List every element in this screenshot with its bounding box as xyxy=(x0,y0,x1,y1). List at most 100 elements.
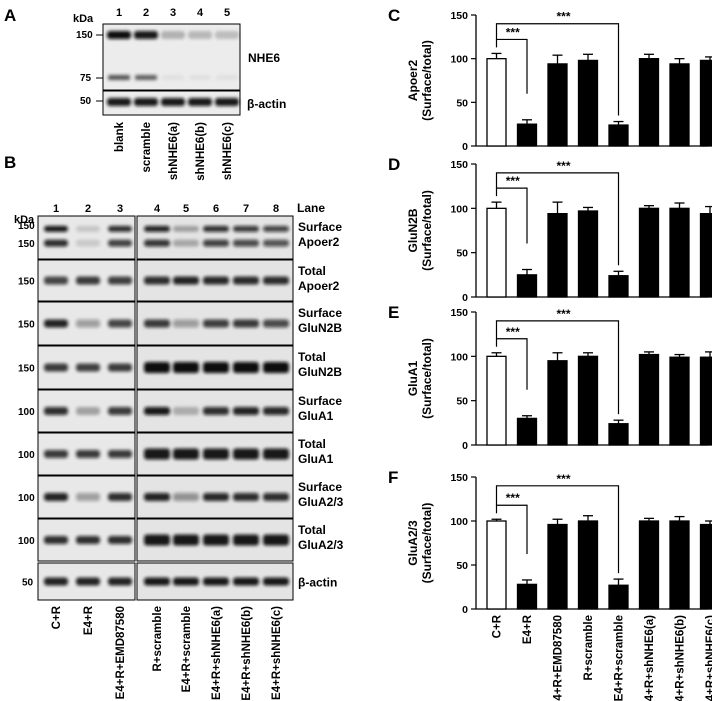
panel-b-row-label: GluA2/3 xyxy=(298,538,344,552)
panel-b-mw: 150 xyxy=(18,364,35,375)
nhe6-band xyxy=(215,31,239,39)
panel-b-mw: 50 xyxy=(22,578,34,589)
bar xyxy=(486,355,507,446)
nhe6-low-band xyxy=(162,75,184,80)
panel-b-row-label: GluA2/3 xyxy=(298,495,344,509)
x-category-label: R+scramble xyxy=(583,615,595,681)
panel-b-lane-3: 3 xyxy=(117,203,123,215)
blot-band xyxy=(76,407,100,415)
sig-stars-1: *** xyxy=(506,491,520,505)
nhe6-band xyxy=(188,31,212,39)
y-tick-label: 100 xyxy=(450,516,468,528)
panel-b-row-label: GluA1 xyxy=(298,452,334,466)
panel-a-lane-1: 1 xyxy=(116,7,122,19)
x-category-label: E4+R xyxy=(522,614,534,644)
y-tick-label: 50 xyxy=(456,97,468,109)
chart-ylabel: (Surface/total) xyxy=(420,190,434,271)
sig-bracket-1 xyxy=(495,504,528,554)
bar xyxy=(699,523,712,610)
blot-band xyxy=(173,239,199,247)
blot-frame-left xyxy=(37,215,136,260)
bar xyxy=(516,417,538,446)
blot-band xyxy=(144,276,170,285)
panel-a-lane-3: 3 xyxy=(170,7,176,19)
bar xyxy=(547,523,568,610)
panel-b-row-label: Surface xyxy=(298,480,342,494)
panel-b-sample-label: E4+R+shNHE6(c) xyxy=(271,606,283,700)
panel-b-sample-label: E4+R+shNHE6(b) xyxy=(241,606,253,701)
blot-band xyxy=(76,493,100,501)
panel-b-row-label: Apoer2 xyxy=(298,235,340,249)
blot-band xyxy=(108,450,132,458)
blot-band xyxy=(144,577,170,586)
panel-b-sample-label: E4+R xyxy=(83,605,95,635)
actin-band xyxy=(107,98,131,106)
bar xyxy=(638,58,660,147)
panel-b-mw: 150 xyxy=(18,277,35,288)
y-tick-label: 0 xyxy=(462,292,468,304)
blot-band xyxy=(76,225,100,232)
y-tick-label: 150 xyxy=(450,159,468,171)
blot-band xyxy=(233,493,259,501)
x-category-label: E4+R+EMD87580 xyxy=(553,615,565,701)
blot-band xyxy=(173,225,199,232)
blot-band xyxy=(233,225,259,232)
nhe6-band xyxy=(107,31,131,39)
y-tick-label: 150 xyxy=(450,307,468,319)
panel-b-row-label: Apoer2 xyxy=(298,279,340,293)
blot-band xyxy=(263,225,289,232)
blot-band xyxy=(108,319,132,328)
panel-b-lane-4: 4 xyxy=(154,203,161,215)
panel-b-row-label: GluN2B xyxy=(298,365,342,379)
bar xyxy=(608,275,629,298)
panel-b-sample-label: E4+R+EMD87580 xyxy=(115,606,127,699)
x-category-label: E4+R+shNHE6(c) xyxy=(705,615,712,701)
bar xyxy=(547,360,568,446)
bar xyxy=(577,210,599,298)
bar xyxy=(669,356,690,446)
blot-band xyxy=(144,225,170,232)
bar xyxy=(547,63,568,147)
y-tick-label: 50 xyxy=(456,560,468,572)
panel-a-sample-label: shNHE6(a) xyxy=(168,122,180,180)
blot-band xyxy=(203,577,229,586)
panel-b-sample-label: R+scramble xyxy=(152,606,164,672)
nhe6-low-band xyxy=(135,75,157,80)
blot-band xyxy=(108,276,132,285)
y-tick-label: 50 xyxy=(456,396,468,408)
panel-b-row-label: Surface xyxy=(298,220,342,234)
y-tick-label: 150 xyxy=(450,10,468,22)
sig-bracket-2 xyxy=(495,320,620,415)
panel-b-row-label: β-actin xyxy=(298,576,337,590)
panel-a-lane-5: 5 xyxy=(224,7,230,19)
sig-stars-2: *** xyxy=(556,159,570,173)
blot-band xyxy=(233,362,259,373)
panel-b-lane-1: 1 xyxy=(53,203,59,215)
nhe6-low-band xyxy=(216,75,238,80)
blot-band xyxy=(203,362,229,373)
y-tick-label: 100 xyxy=(450,351,468,363)
panel-b-row-label: Total xyxy=(298,523,326,537)
blot-band xyxy=(44,319,68,328)
panel-b-lane-7: 7 xyxy=(243,203,249,215)
bar xyxy=(577,355,599,446)
panel-b-mw: 150 xyxy=(18,239,35,250)
blot-band xyxy=(203,407,229,415)
blot-band xyxy=(108,363,132,372)
sig-bracket-1 xyxy=(495,187,528,244)
y-tick-label: 0 xyxy=(462,440,468,452)
blot-band xyxy=(233,276,259,285)
blot-band xyxy=(173,319,199,328)
bar xyxy=(486,58,507,147)
panel-b-mw: 150 xyxy=(18,320,35,331)
chart-ylabel: GluA1 xyxy=(406,361,420,397)
blot-band xyxy=(108,493,132,501)
panel-b-row: 50 β-actin xyxy=(22,562,337,601)
blot-band xyxy=(44,407,68,415)
